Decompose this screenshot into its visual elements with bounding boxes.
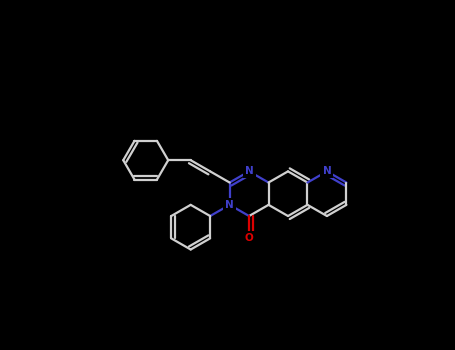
Text: N: N bbox=[225, 200, 234, 210]
Text: N: N bbox=[245, 166, 253, 176]
Text: O: O bbox=[245, 233, 253, 243]
Text: N: N bbox=[323, 166, 331, 176]
